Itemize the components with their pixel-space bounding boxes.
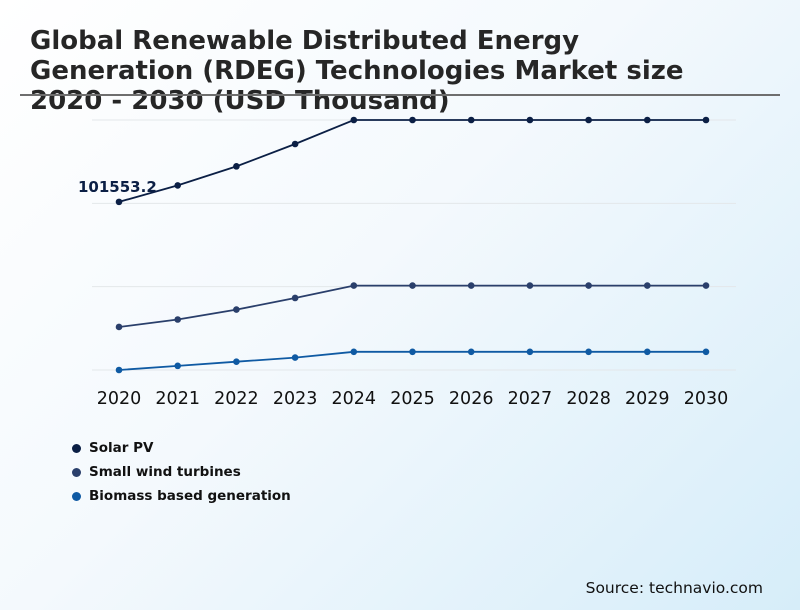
x-axis-ticks: 2020 2021 2022 2023 2024 2025 2026 2027 2028 2029… [97,389,729,409]
legend-item-solar-pv[interactable]: Solar PV [72,436,291,460]
x-tick-label: 2024 [332,389,377,409]
data-point[interactable] [585,282,592,289]
data-point[interactable] [115,323,123,331]
data-point[interactable] [702,116,710,124]
data-point[interactable] [115,198,123,206]
legend-label: Small wind turbines [89,464,241,480]
data-point[interactable] [526,282,534,289]
data-point[interactable] [467,282,475,289]
title-divider [20,94,780,96]
data-point[interactable] [291,354,299,361]
data-label: 101553.2 [78,178,157,196]
series-line-0 [118,119,706,203]
legend-item-small-wind-turbines[interactable]: Small wind turbines [72,460,291,484]
data-point[interactable] [233,163,240,170]
legend-marker-icon [72,443,81,453]
x-tick-label: 2027 [508,389,553,409]
data-point[interactable] [644,116,651,124]
data-point[interactable] [350,282,358,289]
x-tick-label: 2023 [273,389,318,409]
legend: Solar PV Small wind turbines Biomass bas… [72,436,291,508]
legend-label: Solar PV [89,440,154,456]
data-point[interactable] [644,282,651,289]
data-point[interactable] [291,294,299,302]
data-point[interactable] [409,282,416,289]
data-point[interactable] [526,116,534,124]
x-tick-label: 2020 [97,389,142,409]
x-tick-label: 2025 [390,389,435,409]
legend-marker-icon [72,491,81,501]
data-point[interactable] [467,116,475,124]
series-line-1 [118,284,706,328]
legend-label: Biomass based generation [89,488,291,504]
data-point[interactable] [350,348,358,356]
legend-item-biomass-based-generation[interactable]: Biomass based generation [72,484,291,508]
x-tick-label: 2029 [625,389,670,409]
line-chart: 2020 2021 2022 2023 2024 2025 2026 2027 2028 2029… [78,116,736,409]
x-tick-label: 2021 [155,389,200,409]
data-point[interactable] [350,116,358,124]
x-tick-label: 2026 [449,389,494,409]
data-point[interactable] [702,348,710,356]
data-points [115,116,710,374]
data-point[interactable] [526,348,534,356]
data-point[interactable] [174,362,181,370]
legend-marker-icon [72,467,81,477]
data-point[interactable] [409,348,416,356]
data-point[interactable] [644,348,651,356]
data-point[interactable] [174,316,181,323]
data-point[interactable] [585,348,592,356]
data-point[interactable] [115,366,123,374]
chart-title: Global Renewable Distributed Energy Gene… [30,26,684,116]
x-tick-label: 2028 [566,389,611,409]
data-point[interactable] [233,306,240,313]
source-credit: Source: technavio.com [585,579,763,597]
series-lines [118,119,706,371]
data-labels: 101553.2 [78,178,157,196]
x-tick-label: 2022 [214,389,259,409]
x-tick-label: 2030 [684,389,729,409]
data-point[interactable] [233,358,240,366]
data-point[interactable] [585,116,592,124]
data-point[interactable] [174,182,181,189]
data-point[interactable] [467,348,475,356]
data-point[interactable] [409,116,416,124]
data-point[interactable] [702,282,710,289]
data-point[interactable] [291,140,299,148]
gridlines [92,119,736,371]
